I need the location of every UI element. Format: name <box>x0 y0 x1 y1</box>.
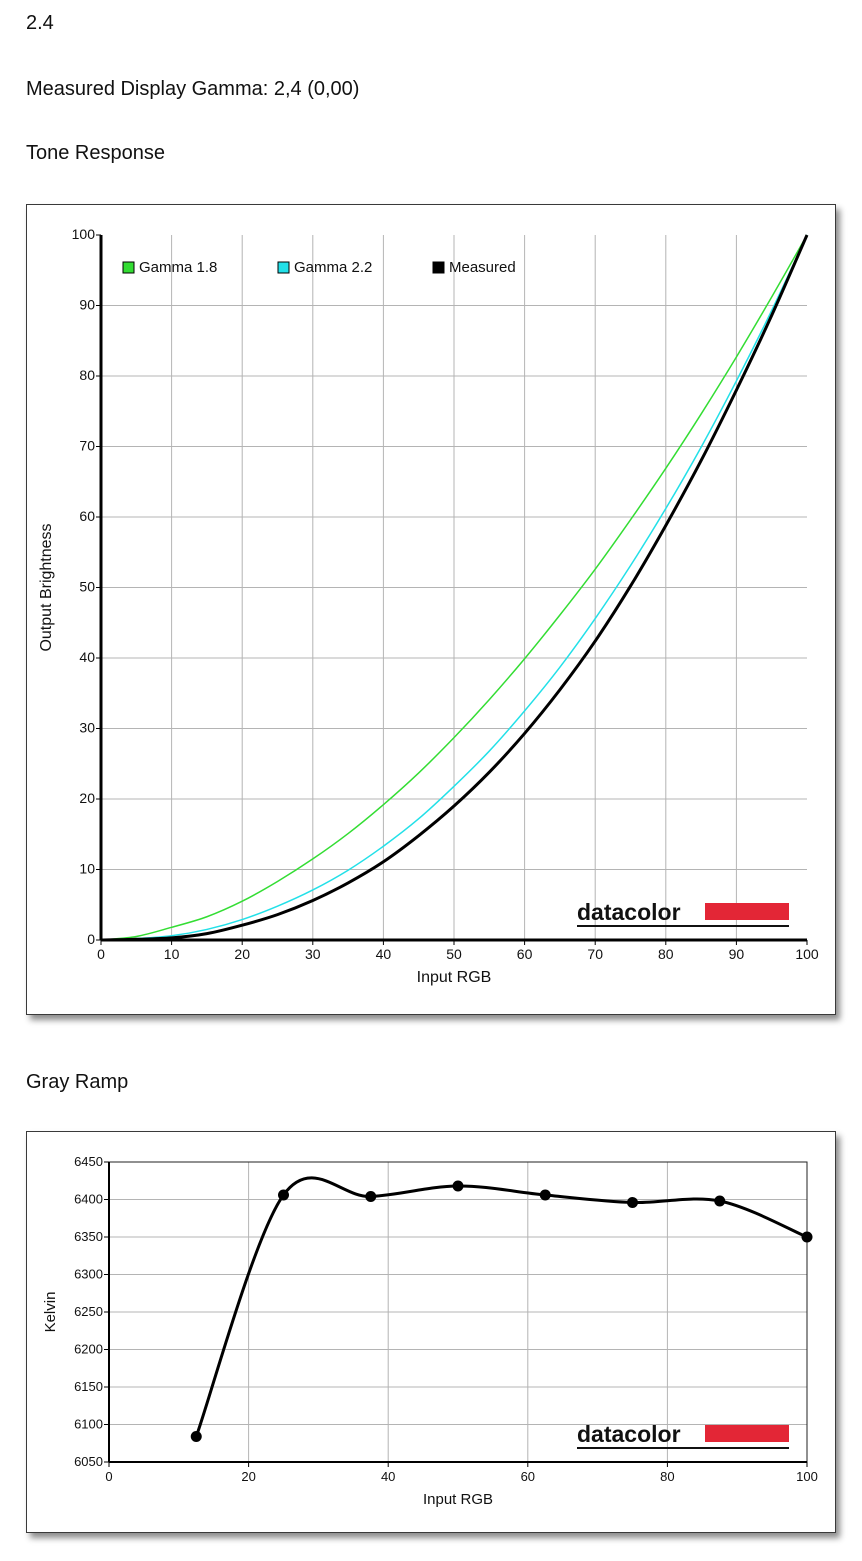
tone-response-chart: 0 10 20 30 40 50 60 70 80 90 100 0 10 20 30 40 50 60 70 80 9… <box>38 226 819 986</box>
gray-ramp-chart: 0 20 40 60 80 100 6050 6100 6150 6200 6250 6300 6350… <box>42 1154 818 1508</box>
y-tick-label: 40 <box>79 649 95 665</box>
y-tick-label: 20 <box>79 790 95 806</box>
datacolor-logo-underline <box>577 925 789 927</box>
y-tick-label: 6350 <box>74 1229 103 1244</box>
y-tick-label: 100 <box>72 226 96 242</box>
y-tick-label: 6200 <box>74 1342 103 1357</box>
x-tick-label: 20 <box>234 946 250 962</box>
x-tick-label: 80 <box>660 1469 674 1484</box>
x-tick-label: 40 <box>381 1469 395 1484</box>
legend-swatch-gamma-1-8 <box>122 261 135 274</box>
y-tick-label: 6250 <box>74 1304 103 1319</box>
tone-response-title: Tone Response <box>26 142 165 164</box>
series-0-point <box>627 1197 638 1208</box>
datacolor-logo-red-bar <box>705 903 789 920</box>
y-tick-label: 6050 <box>74 1454 103 1469</box>
x-tick-label: 0 <box>97 946 105 962</box>
series-0-point <box>365 1191 377 1202</box>
series-0-point <box>801 1231 813 1243</box>
y-tick-label: 6400 <box>74 1192 103 1207</box>
grid-lines <box>109 1162 807 1462</box>
gamma-2-2-line <box>100 234 808 941</box>
y-axis-title: Output Brightness <box>38 523 55 651</box>
x-axis-title: Input RGB <box>423 1491 493 1508</box>
y-tick-label: 30 <box>79 720 95 736</box>
legend-swatch-gamma-2-2 <box>277 261 290 274</box>
x-axis-title: Input RGB <box>417 969 492 986</box>
tone-response-chart-panel: 0 10 20 30 40 50 60 70 80 90 100 0 10 20 30 40 50 60 70 80 9… <box>26 204 836 1015</box>
series-0-line <box>194 1176 808 1438</box>
y-tick-label: 90 <box>79 297 95 313</box>
x-tick-label: 100 <box>795 946 819 962</box>
legend: Gamma 1.8 Gamma 2.2 Measured <box>122 259 516 276</box>
series-0-point <box>714 1195 726 1207</box>
measured-gamma-text: Measured Display Gamma: 2,4 (0,00) <box>26 78 360 100</box>
x-tick-label: 90 <box>729 946 745 962</box>
gamma-1-8-line <box>100 234 808 941</box>
x-tick-label: 70 <box>587 946 603 962</box>
x-tick-label: 40 <box>376 946 392 962</box>
y-tick-label: 0 <box>87 931 95 947</box>
datacolor-logo: datacolor <box>577 899 789 927</box>
x-tick-label: 50 <box>446 946 462 962</box>
datacolor-logo-text: datacolor <box>577 1421 681 1447</box>
y-tick-label: 6100 <box>74 1417 103 1432</box>
datacolor-logo-underline <box>577 1447 789 1449</box>
y-tick-label: 70 <box>79 438 95 454</box>
gray-ramp-title: Gray Ramp <box>26 1071 129 1093</box>
legend-label-gamma-2-2: Gamma 2.2 <box>294 259 372 276</box>
y-tick-label: 6150 <box>74 1379 103 1394</box>
gray-ramp-chart-panel: 0 20 40 60 80 100 6050 6100 6150 6200 6250 6300 6350… <box>26 1131 836 1533</box>
x-tick-label: 30 <box>305 946 321 962</box>
legend-label-gamma-1-8: Gamma 1.8 <box>139 259 217 276</box>
grid-lines <box>101 235 807 940</box>
measured-line <box>100 234 809 942</box>
series-0-point <box>539 1189 551 1201</box>
x-tick-label: 60 <box>517 946 533 962</box>
y-tick-label: 80 <box>79 367 95 383</box>
series-0-point <box>278 1189 289 1201</box>
datacolor-logo: datacolor <box>577 1421 789 1449</box>
x-tick-label: 80 <box>658 946 674 962</box>
legend-swatch-measured <box>432 261 445 274</box>
y-axis-title: Kelvin <box>42 1292 59 1333</box>
datacolor-logo-red-bar <box>705 1425 789 1442</box>
x-tick-label: 60 <box>521 1469 535 1484</box>
legend-label-measured: Measured <box>449 259 516 276</box>
y-tick-label: 50 <box>79 579 95 595</box>
x-tick-label: 10 <box>164 946 180 962</box>
x-tick-label: 20 <box>241 1469 255 1484</box>
y-tick-label: 60 <box>79 508 95 524</box>
x-tick-label: 0 <box>105 1469 112 1484</box>
series-0-point <box>190 1431 202 1442</box>
y-tick-label: 10 <box>79 861 95 877</box>
y-tick-label: 6300 <box>74 1267 103 1282</box>
y-tick-label: 6450 <box>74 1154 103 1169</box>
datacolor-logo-text: datacolor <box>577 899 681 925</box>
series-0-point <box>452 1180 464 1192</box>
gamma-value-heading: 2.4 <box>26 12 54 34</box>
x-tick-label: 100 <box>796 1469 818 1484</box>
